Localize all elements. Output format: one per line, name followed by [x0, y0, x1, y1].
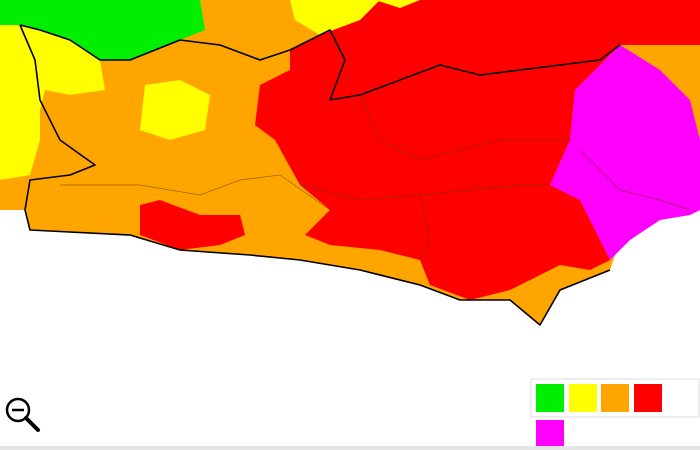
region-yellow-top-small [375, 0, 420, 8]
zoom-icon-handle [24, 416, 40, 432]
legend [530, 378, 700, 448]
region-yellow-west [0, 25, 105, 180]
district-border [359, 94, 570, 161]
legend-swatch [569, 384, 597, 412]
map [0, 0, 700, 326]
region-red-east [255, 0, 700, 300]
legend-swatch [601, 384, 629, 412]
bottom-bar [0, 446, 700, 450]
legend-swatch [536, 420, 564, 448]
district-border [299, 184, 550, 201]
region-red-west [140, 200, 245, 250]
legend-swatch [634, 384, 662, 412]
district-border [60, 174, 331, 211]
region-yellow-center [140, 80, 210, 140]
region-green [0, 0, 205, 60]
state-border [19, 24, 611, 326]
region-magenta [550, 45, 700, 260]
region-yellow-top [290, 0, 380, 35]
legend-swatch [536, 384, 564, 412]
zoom-button[interactable] [5, 397, 40, 432]
district-border [579, 149, 691, 211]
state-border [19, 24, 621, 101]
district-border [419, 194, 431, 261]
